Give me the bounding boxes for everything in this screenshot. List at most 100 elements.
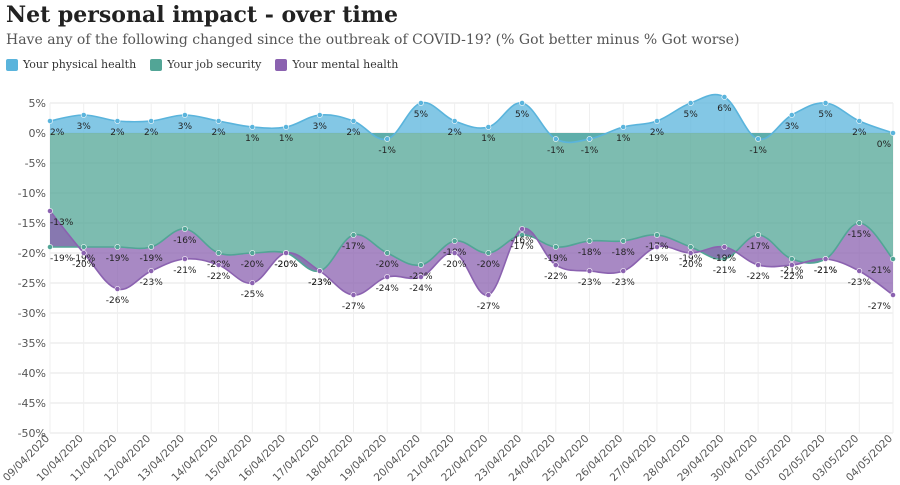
data-point — [721, 256, 728, 262]
data-point — [856, 220, 863, 226]
data-label: 5% — [684, 110, 699, 120]
data-point — [148, 244, 155, 250]
data-label: -16% — [510, 236, 534, 246]
data-point — [586, 136, 593, 142]
data-point — [283, 124, 289, 130]
data-point — [350, 292, 357, 298]
data-point — [822, 256, 829, 262]
data-point — [788, 256, 795, 262]
data-label: 2% — [447, 128, 462, 138]
data-label: 3% — [178, 122, 193, 132]
area-mental-health — [50, 211, 893, 296]
data-point — [755, 232, 762, 238]
data-label: -20% — [241, 260, 265, 270]
data-label: -20% — [274, 260, 298, 270]
y-tick-label: -5% — [25, 157, 46, 170]
data-label: -19% — [713, 254, 737, 264]
data-point — [620, 124, 627, 130]
data-point — [654, 118, 660, 124]
legend-item-1[interactable]: Your job security — [150, 58, 261, 71]
data-label: 2% — [852, 128, 867, 138]
y-tick-label: -25% — [18, 277, 46, 290]
data-label: -21% — [814, 266, 838, 276]
data-label: -23% — [612, 278, 636, 288]
data-label: 1% — [279, 134, 294, 144]
data-label: -23% — [140, 278, 164, 288]
data-label: 1% — [245, 134, 260, 144]
data-label: 5% — [414, 110, 429, 120]
data-point — [350, 232, 357, 238]
data-label: 5% — [515, 110, 530, 120]
data-point — [148, 268, 155, 274]
data-point — [215, 250, 222, 256]
data-label: -16% — [173, 236, 197, 246]
data-label: -23% — [848, 278, 872, 288]
data-label: -17% — [342, 242, 366, 252]
data-label: 1% — [481, 134, 496, 144]
data-label: -19% — [106, 254, 130, 264]
chart-title: Net personal impact - over time — [6, 2, 399, 28]
data-point — [552, 136, 559, 142]
legend-swatch-2 — [275, 58, 288, 71]
data-point — [451, 118, 458, 124]
data-point — [316, 112, 323, 118]
data-point — [451, 238, 458, 244]
data-point — [384, 136, 391, 142]
data-point — [687, 100, 694, 106]
data-point — [80, 250, 87, 256]
data-point — [485, 292, 492, 298]
legend-item-2[interactable]: Your mental health — [275, 58, 398, 71]
data-label: -20% — [376, 260, 400, 270]
data-label: -20% — [679, 260, 703, 270]
data-label: -21% — [173, 266, 197, 276]
data-label: -1% — [581, 146, 599, 156]
series-line-1 — [50, 222, 894, 273]
data-point — [620, 268, 627, 274]
data-point — [890, 292, 896, 298]
data-point — [181, 226, 188, 232]
data-point — [788, 262, 795, 268]
series-line-0 — [49, 93, 894, 144]
data-label: -22% — [207, 272, 231, 282]
y-tick-label: -50% — [18, 427, 46, 440]
legend-label-1: Your job security — [167, 58, 262, 71]
data-point — [890, 130, 896, 136]
data-label: -19% — [645, 254, 669, 264]
data-label: -21% — [814, 266, 838, 276]
data-label: -18% — [612, 248, 636, 258]
data-label: -18% — [578, 248, 602, 258]
data-point — [721, 94, 728, 100]
data-label: -1% — [749, 146, 767, 156]
area-physical-health — [50, 94, 893, 143]
y-tick-label: -10% — [18, 187, 46, 200]
data-point — [755, 262, 762, 268]
data-label: 3% — [313, 122, 328, 132]
data-point — [47, 208, 53, 214]
legend-label-2: Your mental health — [292, 58, 399, 71]
y-tick-label: -20% — [18, 247, 46, 260]
data-label: -25% — [241, 290, 265, 300]
data-point — [181, 256, 188, 262]
series-line-2 — [49, 210, 894, 296]
data-point — [283, 250, 289, 256]
data-point — [47, 244, 53, 250]
data-point — [249, 124, 256, 130]
legend-swatch-0 — [6, 58, 18, 71]
data-label: -20% — [477, 260, 501, 270]
data-label: -20% — [443, 260, 467, 270]
y-tick-label: -35% — [18, 337, 46, 350]
data-label: 2% — [144, 128, 159, 138]
y-tick-label: 5% — [29, 97, 46, 110]
data-label: -1% — [378, 146, 396, 156]
data-label: -20% — [72, 260, 96, 270]
data-label: -27% — [868, 302, 892, 312]
data-label: -27% — [477, 302, 501, 312]
data-label: 1% — [616, 134, 631, 144]
legend-item-0[interactable]: Your physical health — [6, 58, 136, 71]
data-point — [890, 256, 896, 262]
data-label: -23% — [308, 278, 332, 288]
data-label: 0% — [877, 140, 892, 150]
data-point — [721, 244, 728, 250]
data-label: -22% — [544, 272, 568, 282]
data-label: 2% — [110, 128, 125, 138]
